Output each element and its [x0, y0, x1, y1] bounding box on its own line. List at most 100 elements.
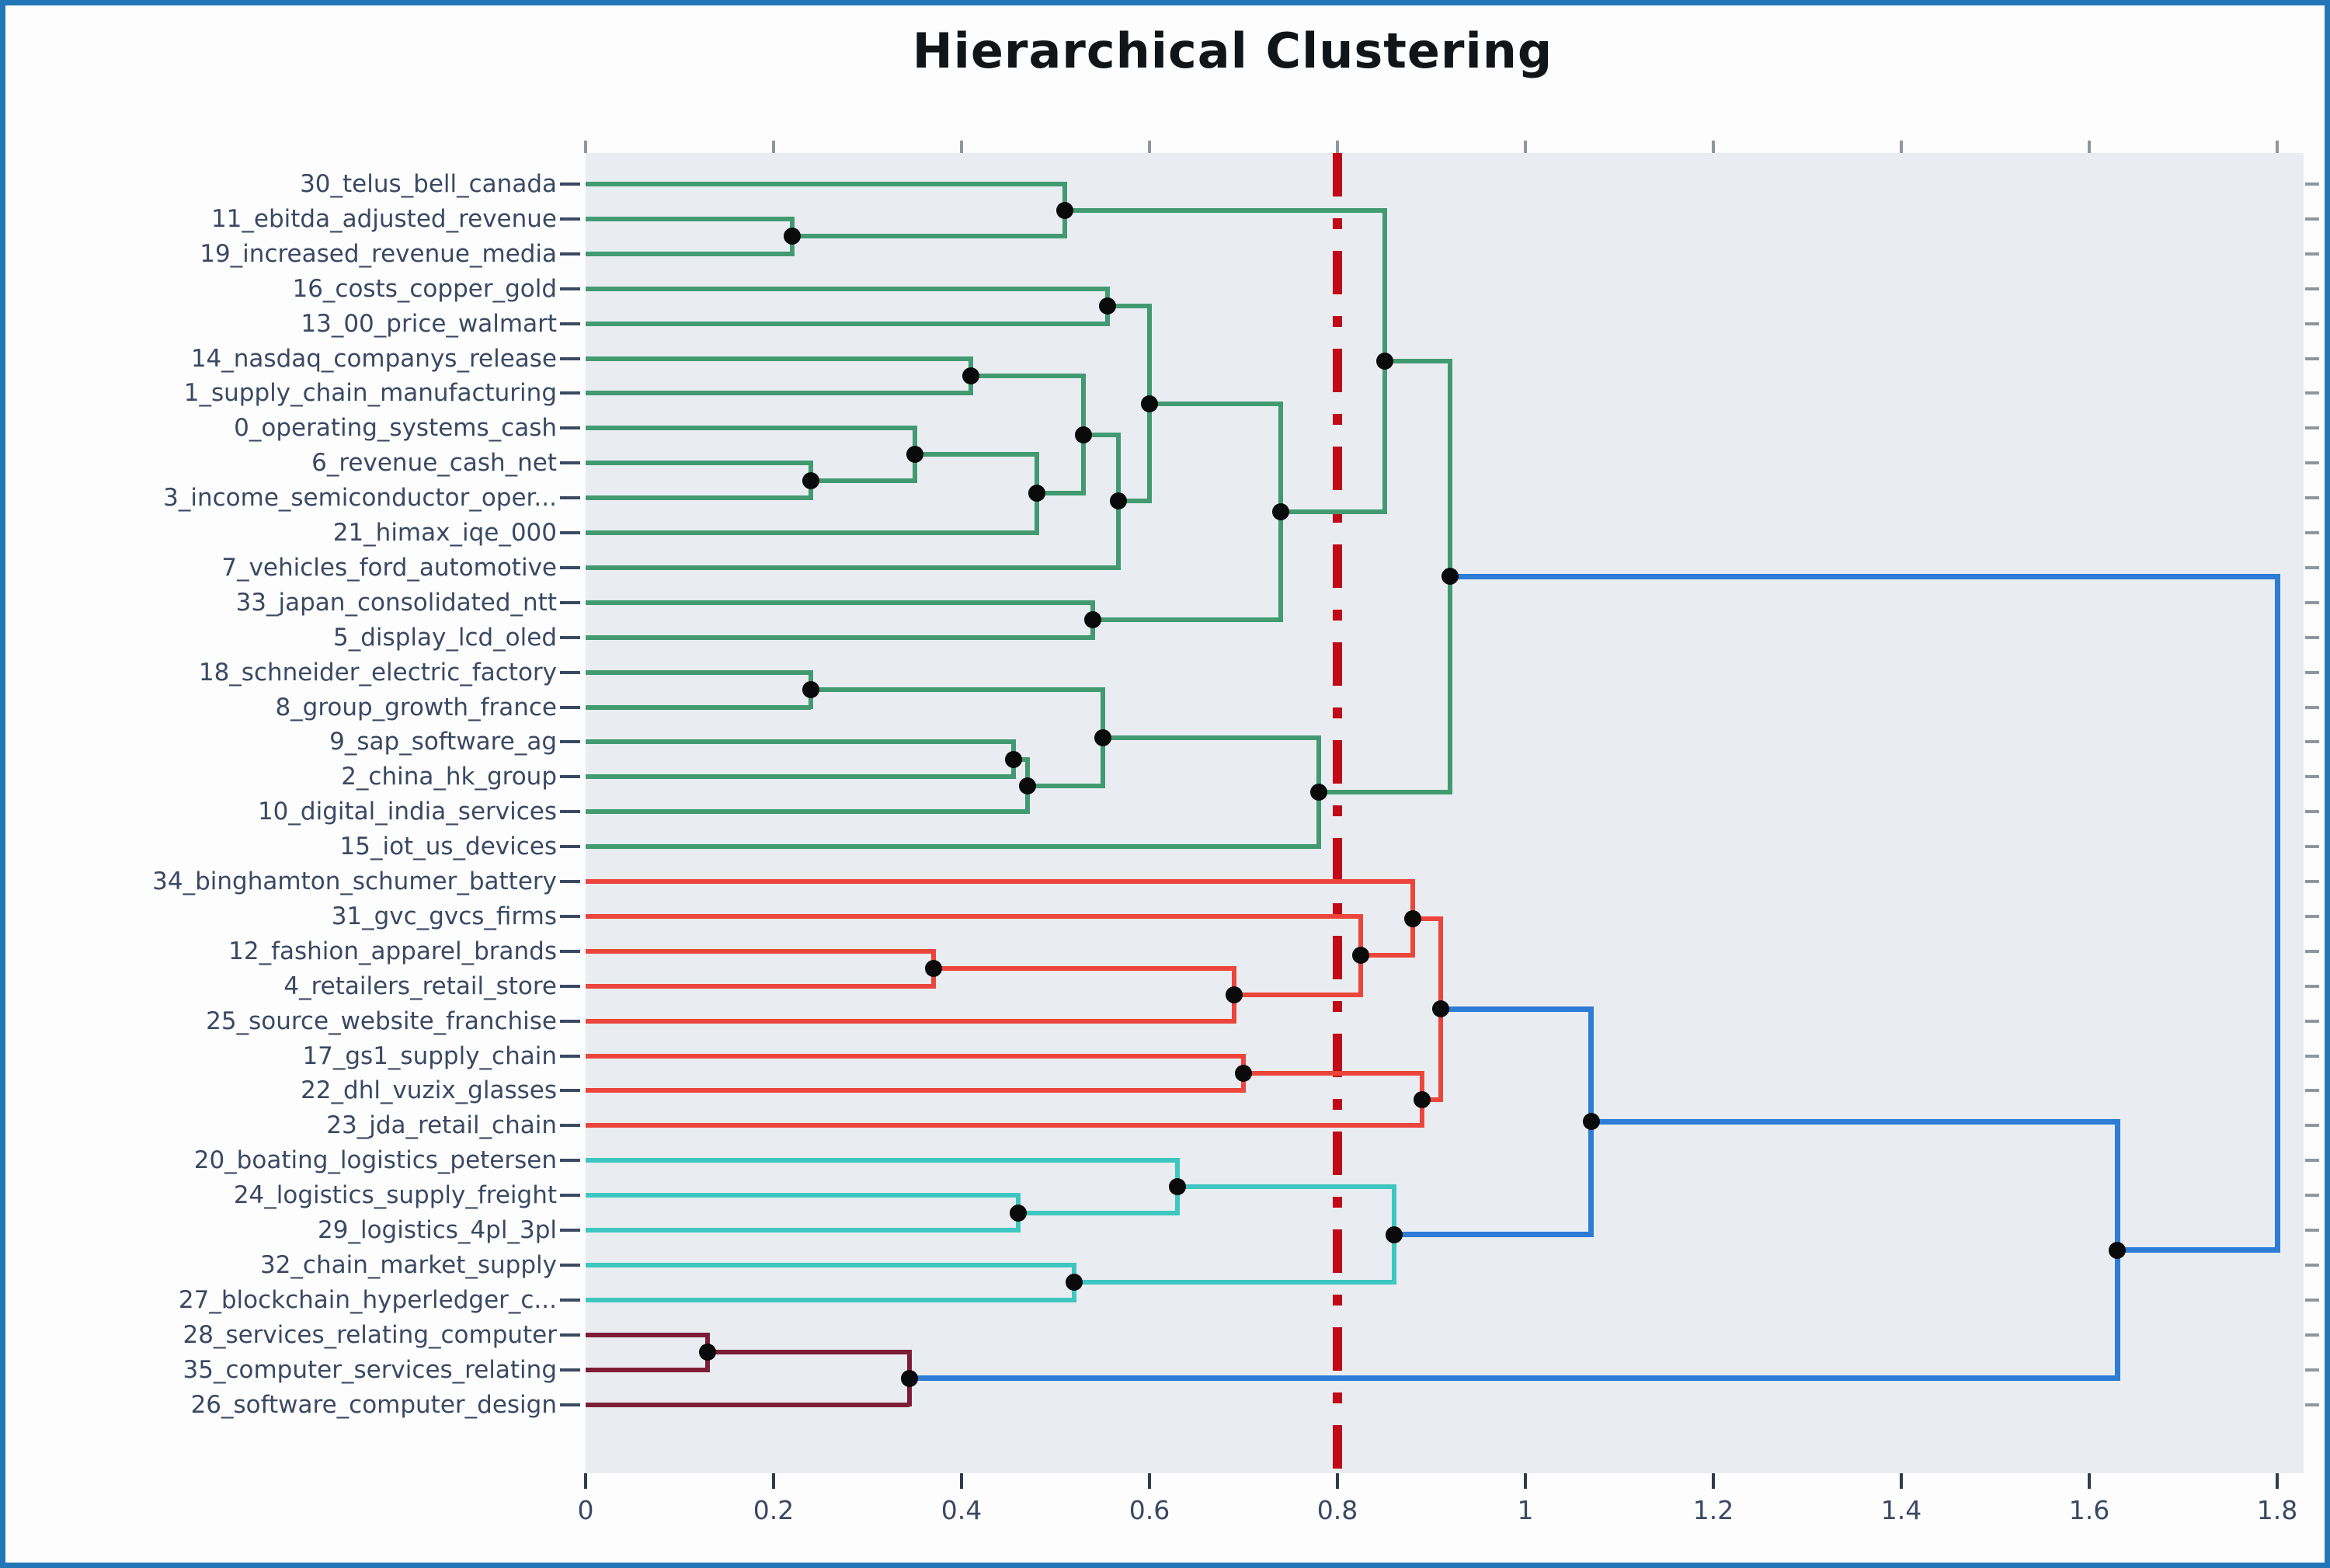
x-axis-tick-label: 1.8 — [2256, 1495, 2298, 1525]
dendrogram-link — [1243, 1070, 1422, 1076]
merge-dot — [1235, 1064, 1252, 1082]
right-axis-tick — [2305, 1368, 2319, 1372]
leaf-label: 12_fashion_apparel_brands — [228, 937, 557, 965]
merge-dot — [802, 681, 820, 699]
leaf-tick — [560, 845, 580, 849]
leaf-label: 28_services_relating_computer — [183, 1320, 557, 1349]
leaf-label: 7_vehicles_ford_automotive — [221, 553, 557, 582]
right-axis-tick — [2305, 183, 2319, 186]
leaf-tick — [560, 183, 580, 186]
leaf-tick — [560, 635, 580, 639]
leaf-label: 10_digital_india_services — [257, 798, 557, 826]
threshold-line — [1333, 153, 1342, 1473]
x-axis-tick-label: 0 — [577, 1495, 594, 1525]
dendrogram-link — [586, 356, 972, 361]
x-axis-top-tick — [1148, 141, 1151, 153]
x-axis-tick-label: 0.8 — [1316, 1495, 1358, 1525]
dendrogram-link — [1027, 783, 1103, 788]
leaf-tick — [560, 1124, 580, 1128]
leaf-label: 26_software_computer_design — [190, 1390, 557, 1419]
dendrogram-link — [586, 1228, 1018, 1232]
leaf-tick — [560, 426, 580, 430]
right-axis-tick — [2305, 217, 2319, 221]
dendrogram-link — [586, 809, 1028, 815]
right-axis-tick — [2305, 426, 2319, 430]
leaf-label: 19_increased_revenue_media — [200, 239, 557, 268]
leaf-tick — [560, 531, 580, 534]
merge-dot — [1582, 1113, 1600, 1131]
dendrogram-link — [1361, 953, 1413, 958]
x-axis-top-tick — [2088, 141, 2091, 153]
leaf-label: 33_japan_consolidated_ntt — [235, 588, 557, 617]
leaf-label: 27_blockchain_hyperledger_c... — [178, 1285, 557, 1314]
merge-dot — [901, 1369, 919, 1387]
dendrogram-link — [586, 983, 934, 989]
leaf-tick — [560, 880, 580, 883]
dendrogram-link — [1017, 1210, 1178, 1215]
leaf-tick — [560, 1019, 580, 1023]
right-axis-tick — [2305, 1403, 2319, 1406]
dendrogram-link — [586, 704, 812, 710]
x-axis-top-tick — [1336, 141, 1339, 153]
dendrogram-link — [586, 1297, 1075, 1302]
dendrogram-link — [1065, 207, 1385, 213]
right-axis-tick — [2305, 600, 2319, 604]
leaf-tick — [560, 1194, 580, 1198]
merge-dot — [924, 960, 942, 978]
leaf-tick — [560, 1368, 580, 1372]
merge-dot — [802, 471, 820, 489]
dendrogram-link — [586, 530, 1037, 535]
merge-dot — [1084, 611, 1102, 629]
leaf-tick — [560, 252, 580, 256]
leaf-tick — [560, 1333, 580, 1337]
dendrogram-link — [1441, 1006, 1591, 1012]
leaf-label: 24_logistics_supply_freight — [233, 1181, 557, 1210]
merge-dot — [1385, 1226, 1403, 1243]
right-axis-tick — [2305, 356, 2319, 360]
right-axis-tick — [2305, 287, 2319, 290]
leaf-tick — [560, 810, 580, 814]
right-axis-tick — [2305, 1263, 2319, 1267]
leaf-label: 6_revenue_cash_net — [311, 449, 557, 478]
leaf-label: 21_himax_iqe_000 — [332, 519, 557, 547]
dendrogram-link — [811, 687, 1103, 693]
merge-dot — [962, 367, 980, 384]
x-axis-tick — [584, 1473, 587, 1489]
leaf-label: 14_nasdaq_companys_release — [190, 344, 557, 373]
dendrogram-link — [586, 495, 812, 501]
dendrogram-link — [586, 1158, 1178, 1163]
dendrogram-link — [1450, 573, 2277, 579]
leaf-tick — [560, 705, 580, 709]
leaf-label: 15_iot_us_devices — [339, 833, 557, 861]
leaf-label: 8_group_growth_france — [275, 693, 557, 721]
leaf-label: 29_logistics_4pl_3pl — [318, 1216, 557, 1244]
leaf-label: 31_gvc_gvcs_firms — [331, 902, 557, 930]
dendrogram-link — [586, 635, 1094, 640]
right-axis-tick — [2305, 1124, 2319, 1128]
dendrogram-link — [914, 451, 1037, 457]
leaf-tick — [560, 1229, 580, 1232]
dendrogram-link — [1421, 1097, 1441, 1102]
x-axis-top-tick — [1712, 141, 1715, 153]
dendrogram-link — [586, 1018, 1234, 1024]
dendrogram-link — [586, 1332, 708, 1337]
leaf-tick — [560, 914, 580, 918]
x-axis-top-tick — [772, 141, 775, 153]
right-axis-tick — [2305, 565, 2319, 569]
right-axis-tick — [2305, 1159, 2319, 1163]
merge-dot — [1225, 986, 1243, 1003]
x-axis-tick — [2088, 1473, 2091, 1489]
dendrogram-link — [586, 321, 1108, 326]
merge-dot — [1272, 502, 1290, 520]
leaf-tick — [560, 740, 580, 744]
merge-dot — [1056, 201, 1074, 219]
x-axis-top-tick — [584, 141, 587, 153]
leaf-tick — [560, 984, 580, 988]
leaf-label: 11_ebitda_adjusted_revenue — [210, 204, 557, 233]
dendrogram-link — [909, 1375, 2118, 1382]
leaf-tick — [560, 949, 580, 953]
merge-dot — [1413, 1090, 1431, 1108]
dendrogram-link — [1149, 401, 1282, 406]
right-axis-tick — [2305, 880, 2319, 883]
dendrogram-link — [586, 391, 972, 396]
